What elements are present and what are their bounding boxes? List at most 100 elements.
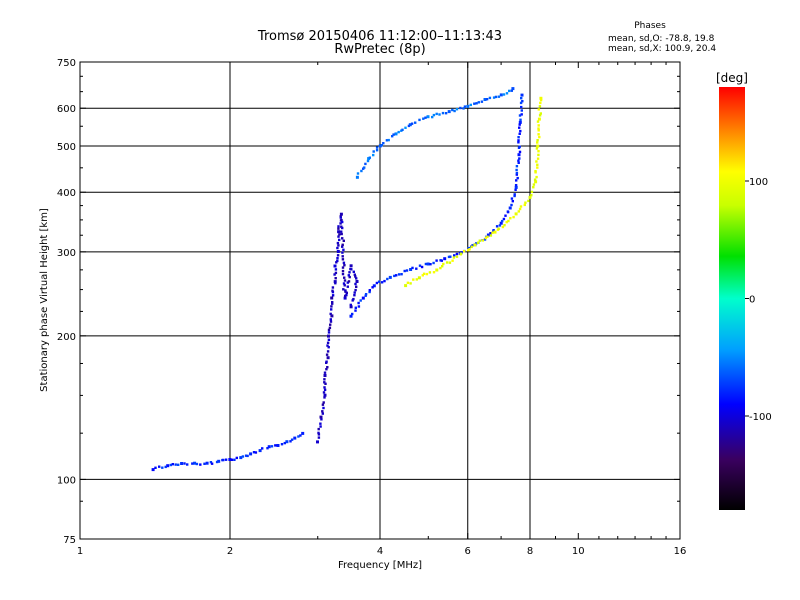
data-point (342, 288, 345, 291)
data-point (244, 454, 248, 457)
data-point (439, 266, 442, 270)
data-point (364, 162, 367, 166)
data-point (336, 250, 340, 253)
data-point (501, 225, 505, 229)
data-point (335, 261, 338, 264)
data-point (321, 410, 324, 413)
data-point (534, 180, 538, 184)
scatter-series (404, 96, 543, 288)
data-point (452, 256, 456, 259)
data-point (354, 288, 357, 292)
data-point (422, 117, 425, 120)
data-point (453, 254, 456, 257)
data-point (339, 212, 343, 216)
data-point (297, 435, 300, 438)
data-point (348, 275, 351, 279)
data-point (469, 103, 472, 107)
data-point (328, 326, 332, 329)
data-point (426, 262, 430, 266)
data-point (432, 261, 435, 265)
data-point (409, 268, 413, 271)
data-point (353, 273, 356, 276)
data-point (537, 153, 540, 157)
data-point (331, 301, 334, 304)
data-point (158, 465, 161, 468)
data-point (337, 225, 340, 228)
x-tick-label: 2 (227, 546, 233, 557)
data-point (336, 241, 340, 245)
data-point (536, 144, 540, 148)
data-point (519, 205, 523, 208)
data-point (164, 465, 167, 469)
data-point (407, 124, 411, 128)
data-point (375, 149, 379, 152)
data-point (537, 150, 540, 153)
data-point (355, 175, 359, 179)
data-point (417, 276, 421, 280)
data-point (405, 269, 409, 272)
data-point (283, 441, 286, 445)
data-point (455, 108, 459, 111)
data-point (177, 463, 180, 466)
data-point (486, 233, 490, 237)
data-point (508, 89, 511, 93)
data-point (337, 235, 340, 238)
data-point (342, 261, 346, 264)
data-point (233, 458, 236, 461)
data-point (518, 120, 522, 124)
data-point (317, 433, 321, 436)
data-point (321, 412, 324, 415)
data-point (459, 106, 462, 110)
x-tick-label: 6 (465, 546, 471, 557)
data-point (341, 245, 344, 248)
data-point (353, 291, 356, 294)
y-tick-label: 600 (57, 104, 76, 115)
data-point (483, 98, 487, 101)
data-point (532, 183, 536, 186)
data-point (199, 463, 202, 466)
data-point (340, 218, 343, 222)
data-point (518, 123, 521, 126)
data-point (353, 294, 356, 297)
data-point (385, 139, 389, 142)
data-point (246, 454, 249, 458)
data-point (424, 262, 428, 266)
data-point (536, 163, 539, 166)
data-point (349, 264, 353, 268)
data-point (507, 219, 510, 223)
data-point (339, 222, 342, 225)
data-point (403, 269, 406, 273)
data-point (341, 266, 345, 269)
data-point (347, 280, 351, 283)
data-point (331, 294, 335, 297)
data-point (489, 234, 493, 237)
data-point (326, 356, 330, 360)
data-point (424, 116, 427, 119)
data-point (514, 212, 518, 216)
colorbar-unit-label: [deg] (716, 71, 748, 85)
data-point (425, 272, 429, 276)
data-point (344, 289, 347, 292)
data-point (509, 217, 512, 220)
data-point (334, 277, 337, 280)
data-point (375, 146, 379, 149)
data-point (418, 264, 422, 267)
data-point (401, 128, 404, 131)
data-point (520, 97, 523, 100)
data-point (447, 255, 451, 259)
data-point (180, 462, 184, 465)
data-point (517, 210, 520, 213)
data-point (426, 115, 430, 119)
data-point (498, 224, 502, 227)
data-point (217, 459, 221, 463)
data-point (448, 261, 452, 264)
data-point (341, 269, 345, 273)
data-point (326, 344, 329, 347)
data-point (466, 104, 470, 108)
data-point (539, 98, 543, 102)
data-point (470, 245, 473, 249)
data-point (476, 241, 480, 244)
y-tick-label: 200 (57, 332, 76, 343)
data-point (336, 257, 339, 260)
data-point (166, 464, 170, 468)
